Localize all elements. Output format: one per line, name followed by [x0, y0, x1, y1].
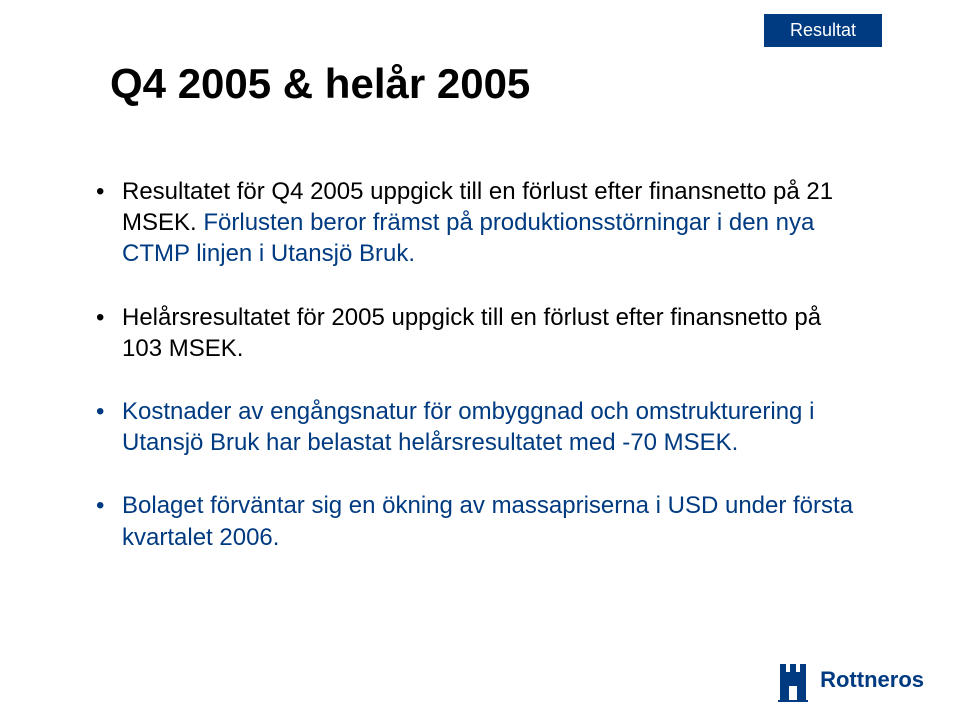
bullet-item: Helårsresultatet för 2005 uppgick till e… [96, 302, 866, 364]
bullet-item: Resultatet för Q4 2005 uppgick till en f… [96, 176, 866, 270]
section-tab: Resultat [764, 14, 882, 47]
section-tab-label: Resultat [790, 20, 856, 40]
bullet-text-highlight: Kostnader av engångsnatur för ombyggnad … [122, 398, 814, 456]
company-logo: Rottneros [776, 658, 924, 702]
bullet-item: Kostnader av engångsnatur för ombyggnad … [96, 396, 866, 458]
bullet-text: Helårsresultatet för 2005 uppgick till e… [122, 304, 821, 362]
bullet-text-highlight: Förlusten beror främst på produktionsstö… [122, 209, 814, 267]
bullet-text-highlight: Bolaget förväntar sig en ökning av massa… [122, 492, 853, 550]
bullet-list: Resultatet för Q4 2005 uppgick till en f… [96, 176, 866, 585]
slide-title: Q4 2005 & helår 2005 [110, 60, 530, 108]
company-name: Rottneros [820, 667, 924, 693]
castle-icon [776, 658, 810, 702]
bullet-item: Bolaget förväntar sig en ökning av massa… [96, 490, 866, 552]
